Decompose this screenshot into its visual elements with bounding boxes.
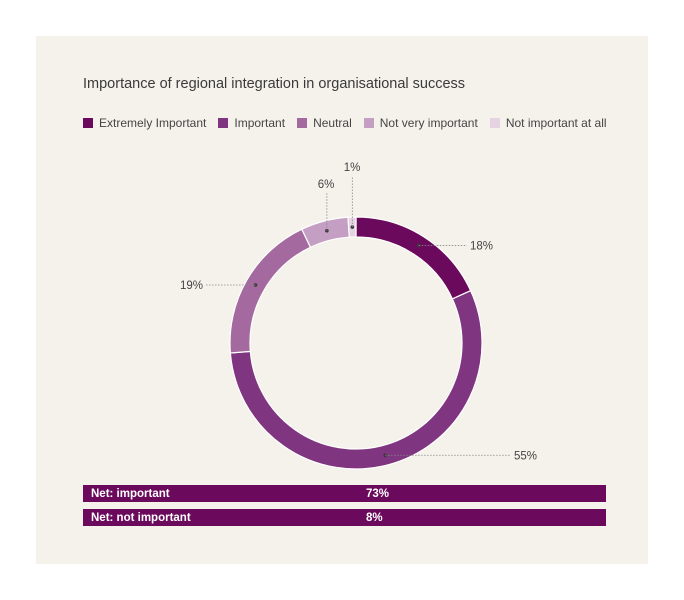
legend-item-important: Important — [218, 116, 285, 130]
slice-label-1: 55% — [514, 450, 537, 462]
slice-label-0: 18% — [470, 240, 493, 252]
donut-chart: 18% 55% 19% 6% 1% — [180, 162, 537, 470]
net-important-label: Net: important — [91, 487, 170, 500]
donut-slice-3 — [301, 216, 350, 249]
chart-title: Importance of regional integration in or… — [83, 76, 466, 92]
legend-item-not-very-important: Not very important — [363, 116, 478, 130]
legend-swatch — [297, 118, 308, 128]
slice-label-3: 6% — [318, 179, 335, 191]
net-important-bar: Net: important 73% — [83, 485, 606, 502]
net-not-important-label: Net: not important — [91, 511, 191, 524]
legend-item-extremely-important: Extremely Important — [83, 116, 206, 130]
slice-label-4: 1% — [344, 162, 361, 174]
legend-item-neutral: Neutral — [297, 116, 352, 130]
legend-label: Important — [234, 116, 286, 130]
donut-slice-0 — [355, 216, 472, 300]
donut-slice-1 — [229, 289, 483, 470]
legend-swatch — [489, 118, 500, 128]
legend-item-not-important-at-all: Not important at all — [489, 116, 607, 130]
net-not-important-bar: Net: not important 8% — [83, 509, 606, 526]
legend-swatch — [83, 118, 93, 128]
legend-label: Not important at all — [505, 116, 607, 130]
legend-label: Neutral — [313, 116, 352, 130]
slice-label-2: 19% — [180, 280, 203, 292]
net-important-value: 73% — [366, 487, 390, 500]
legend: Extremely Important Important Neutral No… — [83, 116, 619, 130]
net-not-important-value: 8% — [366, 511, 383, 524]
donut-slice-2 — [229, 228, 312, 354]
legend-label: Not very important — [379, 116, 478, 130]
legend-label: Extremely Important — [99, 116, 207, 130]
legend-swatch — [363, 118, 374, 128]
legend-swatch — [218, 118, 229, 128]
chart-card: Importance of regional integration in or… — [36, 36, 648, 564]
